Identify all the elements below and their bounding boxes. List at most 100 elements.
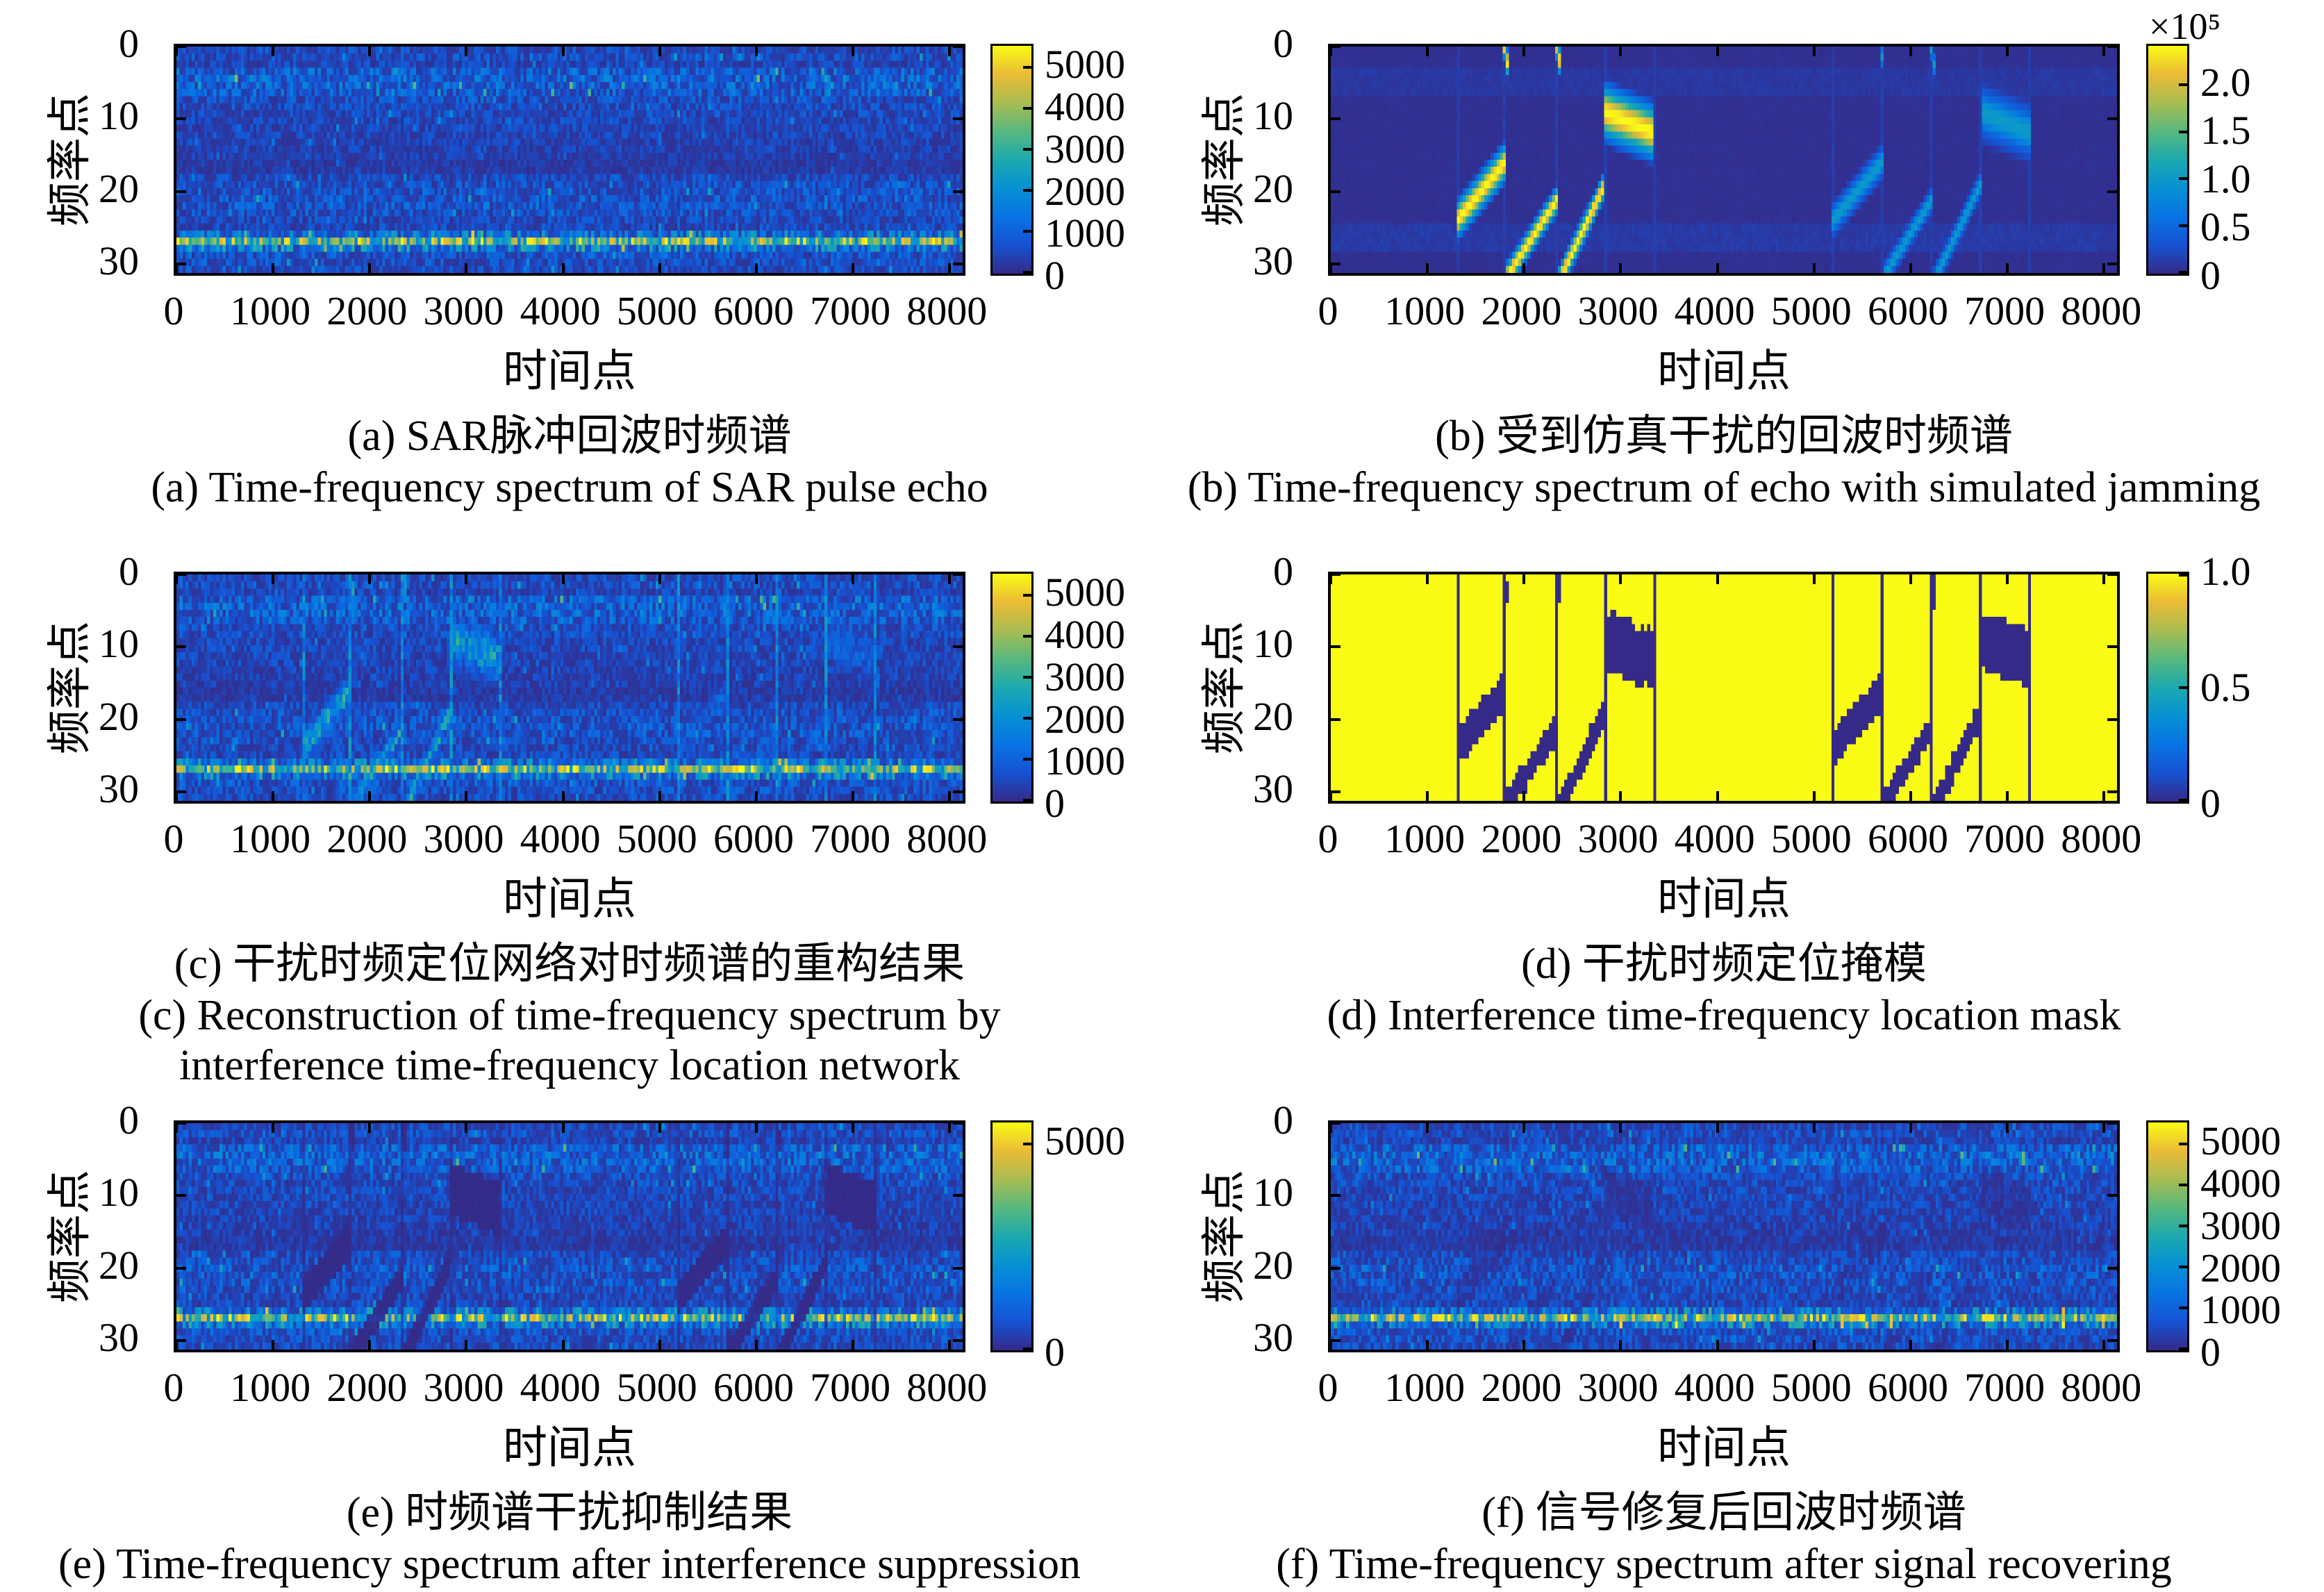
x-tick-label: 7000 xyxy=(1964,1365,2045,1410)
tick-mark xyxy=(754,1340,758,1350)
y-tick-label: 10 xyxy=(99,621,139,667)
tick-mark xyxy=(1023,148,1031,151)
spectrogram-plot-d xyxy=(1328,572,2120,804)
caption-en-e: (e) Time-frequency spectrum after interf… xyxy=(58,1541,1081,1588)
tick-mark xyxy=(948,791,952,801)
tick-mark xyxy=(1619,1340,1622,1350)
tick-mark xyxy=(1023,717,1031,720)
tick-mark xyxy=(754,791,758,801)
tick-mark xyxy=(1909,263,1912,273)
tick-mark xyxy=(2107,117,2117,121)
y-tick-label: 20 xyxy=(1253,1242,1293,1288)
colorbar-f xyxy=(2146,1120,2189,1352)
y-tick-label: 30 xyxy=(1253,238,1293,284)
tick-mark xyxy=(1023,107,1031,110)
tick-mark xyxy=(1426,1340,1429,1350)
x-tick-label: 5000 xyxy=(1770,816,1852,861)
tick-mark xyxy=(953,263,963,266)
y-tick-label: 0 xyxy=(119,1097,139,1143)
y-tick-label: 0 xyxy=(1273,1097,1293,1143)
tick-mark xyxy=(1522,1123,1526,1133)
x-tick-label: 6000 xyxy=(1867,816,1948,861)
tick-mark xyxy=(2102,263,2106,273)
x-tick-label: 1000 xyxy=(1384,816,1466,861)
tick-mark xyxy=(2179,1266,2187,1269)
tick-mark xyxy=(2107,1194,2117,1197)
tick-mark xyxy=(368,1340,372,1350)
x-tick-label: 7000 xyxy=(810,288,891,333)
tick-mark xyxy=(1023,1348,1031,1350)
tick-mark xyxy=(465,574,468,584)
tick-mark xyxy=(1619,263,1622,273)
y-tick-label: 0 xyxy=(1273,549,1293,594)
tick-mark xyxy=(953,1122,963,1125)
tick-mark xyxy=(2107,190,2117,193)
tick-mark xyxy=(1619,574,1622,584)
x-axis-label: 时间点 xyxy=(503,347,636,396)
tick-mark xyxy=(754,1123,758,1133)
tick-mark xyxy=(1619,1123,1622,1133)
tick-mark xyxy=(1329,574,1332,584)
tick-mark xyxy=(272,47,275,56)
tick-mark xyxy=(1023,230,1031,233)
tick-mark xyxy=(1522,47,1526,56)
tick-mark xyxy=(1909,1340,1912,1350)
tick-mark xyxy=(176,1194,186,1197)
tick-mark xyxy=(1812,47,1816,56)
tick-mark xyxy=(1023,594,1031,597)
tick-mark xyxy=(272,1123,275,1133)
tick-mark xyxy=(1716,47,1719,56)
tick-mark xyxy=(2107,790,2117,794)
tick-mark xyxy=(465,791,468,801)
tick-mark xyxy=(176,117,186,121)
colorbar-b xyxy=(2146,44,2189,276)
tick-mark xyxy=(1812,263,1816,273)
x-tick-label: 1000 xyxy=(230,288,311,333)
heatmap-canvas-d xyxy=(1331,574,2117,801)
tick-mark xyxy=(1329,791,1332,801)
colorbar-tick-label: 4000 xyxy=(1045,612,1125,658)
x-tick-label: 3000 xyxy=(423,288,504,333)
tick-mark xyxy=(1426,574,1429,584)
colorbar-tick-label: 5000 xyxy=(1045,42,1125,88)
x-tick-label: 1000 xyxy=(230,816,311,861)
tick-mark xyxy=(1619,791,1622,801)
y-tick-label: 10 xyxy=(99,1170,139,1216)
x-tick-label: 8000 xyxy=(2061,816,2142,861)
tick-mark xyxy=(175,47,178,56)
y-tick-label: 0 xyxy=(119,549,139,594)
colorbar-tick-label: 5000 xyxy=(1045,1118,1125,1164)
tick-mark xyxy=(953,190,963,193)
tick-mark xyxy=(2179,574,2187,577)
tick-mark xyxy=(176,718,186,721)
tick-mark xyxy=(658,1340,661,1350)
tick-mark xyxy=(948,1123,952,1133)
tick-mark xyxy=(953,573,963,576)
x-axis-label: 时间点 xyxy=(1657,874,1791,924)
tick-mark xyxy=(1331,1266,1341,1270)
x-tick-label: 7000 xyxy=(810,816,891,861)
heatmap-canvas-e xyxy=(176,1123,963,1350)
tick-mark xyxy=(1331,1194,1341,1197)
tick-mark xyxy=(658,574,661,584)
tick-mark xyxy=(1023,676,1031,679)
tick-mark xyxy=(368,1123,372,1133)
tick-mark xyxy=(2179,271,2187,274)
colorbar-tick-label: 1.0 xyxy=(2200,156,2251,201)
tick-mark xyxy=(1522,263,1526,273)
tick-mark xyxy=(1023,799,1031,802)
tick-mark xyxy=(953,645,963,649)
x-tick-label: 2000 xyxy=(326,816,408,861)
colorbar-tick-label: 5000 xyxy=(1045,570,1125,615)
colorbar-tick-label: 0.5 xyxy=(2200,204,2251,250)
tick-mark xyxy=(953,117,963,121)
tick-mark xyxy=(2107,573,2117,576)
tick-mark xyxy=(175,263,178,273)
caption-zh-c: (c) 干扰时频定位网络对时频谱的重构结果 xyxy=(174,940,965,988)
tick-mark xyxy=(2179,224,2187,227)
tick-mark xyxy=(2179,1348,2187,1350)
tick-mark xyxy=(2107,1122,2117,1125)
caption-zh-d: (d) 干扰时频定位掩模 xyxy=(1521,940,1927,988)
tick-mark xyxy=(561,574,565,584)
caption-en-b: (b) Time-frequency spectrum of echo with… xyxy=(1187,464,2261,511)
